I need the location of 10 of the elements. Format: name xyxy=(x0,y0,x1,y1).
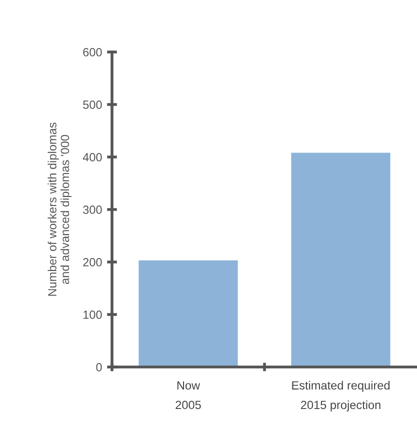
y-tick-label: 0 xyxy=(96,363,102,372)
y-tick-label: 200 xyxy=(83,258,102,266)
y-tick-label: 600 xyxy=(83,48,102,56)
y-tick-label: 100 xyxy=(83,310,102,319)
y-tick-label: 500 xyxy=(83,100,102,109)
y-tick-label: 300 xyxy=(83,206,102,214)
y-axis-title: Number of workers with diplomas and advanced diplomas '000 xyxy=(48,122,72,296)
x-tick-label: Estimated required 2015 projection xyxy=(292,380,390,412)
y-tick-label: 400 xyxy=(82,153,102,162)
x-tick-label: Now 2005 xyxy=(176,381,201,410)
